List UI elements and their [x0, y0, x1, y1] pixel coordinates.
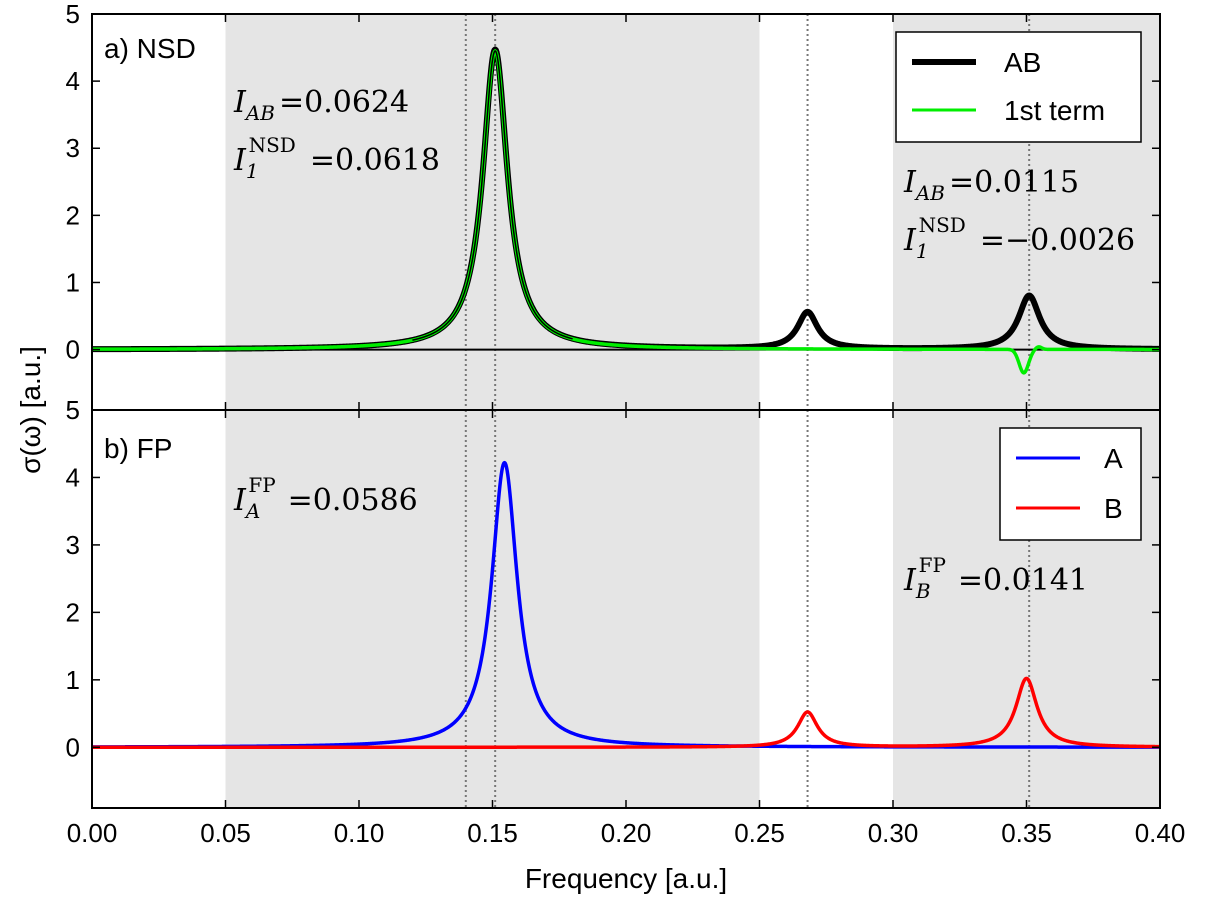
annotation-superscript: NSD [249, 133, 296, 157]
annotation-subscript: 1 [916, 239, 929, 263]
x-tick-label: 0.10 [334, 818, 385, 848]
annotation-ia-fp: IAFP =0.0586 [233, 473, 418, 523]
annotation-value: =0.0624 [279, 85, 409, 120]
annotation-subscript: 1 [246, 159, 259, 183]
shaded-region-0 [225, 410, 760, 808]
annotation-ib-fp: IBFP =0.0141 [903, 553, 1088, 603]
annotation-value: =0.0141 [958, 563, 1088, 598]
y-tick-label: 3 [66, 530, 80, 560]
x-tick-label: 0.15 [467, 818, 518, 848]
panel-frame [91, 409, 1161, 809]
series-lines [89, 46, 1163, 375]
legend-label-b: B [1104, 493, 1123, 524]
y-tick-label: 1 [66, 267, 80, 297]
annotation-superscript: FP [919, 553, 946, 577]
panel-label: a) NSD [104, 33, 196, 64]
legend-label-first-term: 1st term [1004, 95, 1105, 126]
annotation-value: =0.0115 [949, 165, 1079, 200]
legend-label-ab: AB [1004, 47, 1041, 78]
x-tick-label: 0.30 [868, 818, 919, 848]
annotation-base: I [903, 165, 917, 200]
annotation-subscript: AB [244, 101, 275, 125]
annotation-i-ab-left: IAB =0.0624 [233, 85, 409, 125]
legend-box [999, 427, 1142, 541]
annotation-i1-nsd-left: I1NSD =0.0618 [233, 133, 440, 183]
series-line-first-term [90, 49, 1162, 375]
y-tick-label: 1 [66, 665, 80, 695]
x-tick-label: 0.40 [1135, 818, 1186, 848]
annotation-base: I [233, 483, 247, 518]
x-tick-label: 0.00 [67, 818, 118, 848]
y-tick-label: 0 [66, 335, 80, 365]
y-tick-label: 4 [66, 462, 80, 492]
y-tick-label: 5 [66, 395, 80, 425]
annotation-subscript: B [915, 579, 931, 603]
annotation-base: I [233, 143, 247, 178]
y-tick-label: 2 [66, 597, 80, 627]
annotation-i-ab-right: IAB =0.0115 [903, 165, 1079, 205]
annotation-value: =−0.0026 [980, 223, 1135, 258]
annotation-subscript: A [244, 499, 260, 523]
y-tick-label: 3 [66, 133, 80, 163]
x-tick-label: 0.20 [601, 818, 652, 848]
x-tick-label: 0.05 [200, 818, 251, 848]
legend-label-a: A [1104, 443, 1123, 474]
annotation-base: I [903, 563, 917, 598]
x-tick-label: 0.25 [734, 818, 785, 848]
y-tick-label: 4 [66, 66, 80, 96]
y-ticks: 0 1 2 3 4 5 [66, 395, 1161, 808]
series-line-b [90, 676, 1162, 750]
annotation-superscript: FP [248, 473, 275, 497]
y-tick-label: 5 [66, 0, 80, 29]
y-tick-label: 0 [66, 732, 80, 762]
annotation-base: I [903, 223, 917, 258]
shaded-regions [225, 410, 1160, 808]
annotation-superscript: NSD [919, 213, 966, 237]
annotation-value: =0.0586 [288, 483, 418, 518]
annotation-base: I [233, 85, 247, 120]
x-tick-label: 0.35 [1001, 818, 1052, 848]
legend: A B [999, 427, 1142, 541]
y-axis-title: σ(ω) [a.u.] [15, 346, 46, 474]
legend: AB 1st term [895, 31, 1142, 143]
series-lines [90, 460, 1162, 750]
panel-label: b) FP [104, 433, 172, 464]
y-ticks: 0 1 2 3 4 5 [66, 0, 1161, 410]
x-axis-title: Frequency [a.u.] [525, 863, 727, 894]
y-tick-label: 2 [66, 200, 80, 230]
annotation-i1-nsd-right: I1NSD =−0.0026 [903, 213, 1135, 263]
legend-box [895, 31, 1142, 143]
annotation-value: =0.0618 [310, 143, 440, 178]
first-term-outline [412, 50, 573, 341]
x-axis-ticks: 0.00 0.05 0.10 0.15 0.20 0.25 0.30 0.35 0.40 [67, 818, 1186, 848]
annotation-subscript: AB [914, 181, 945, 205]
